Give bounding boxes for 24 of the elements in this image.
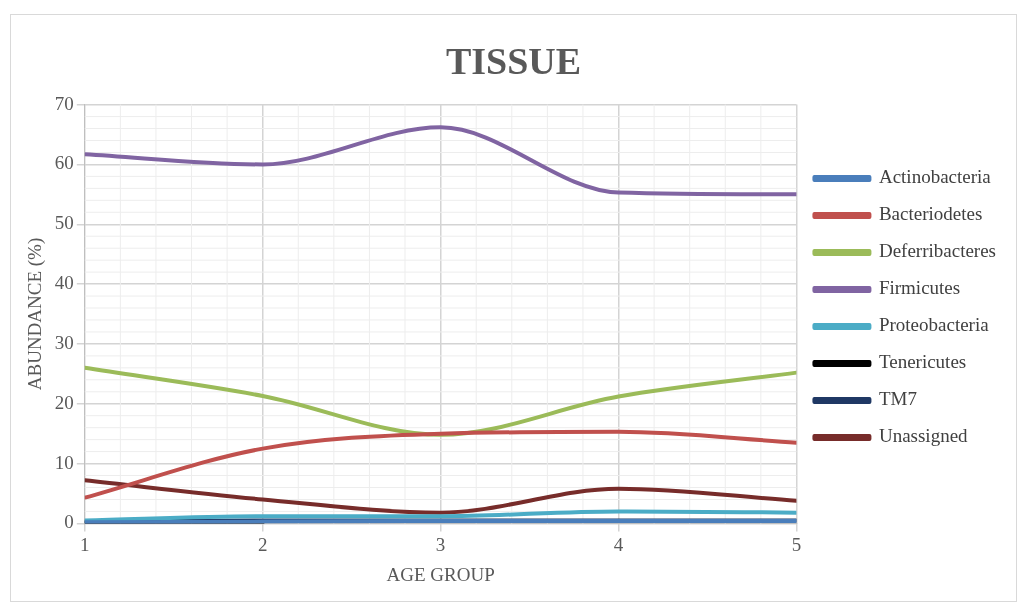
x-tick-label: 4 [613,533,624,555]
y-axis-title: ABUNDANCE (%) [24,237,47,391]
legend-label: Deferribacteres [878,240,997,262]
y-tick-label: 30 [54,331,74,353]
y-tick-label: 50 [54,212,74,234]
y-tick-label: 60 [54,152,74,174]
legend-label: TM7 [878,388,917,410]
y-tick-label: 70 [54,92,74,114]
legend-label: Unassigned [878,425,969,447]
legend-label: Firmicutes [878,277,961,299]
y-tick-label: 40 [54,272,74,294]
legend-label: Bacteriodetes [878,203,983,225]
x-tick-label: 3 [435,533,446,555]
x-tick-label: 2 [257,533,268,555]
legend-label: Proteobacteria [878,314,990,336]
chart-title: TISSUE [445,39,582,82]
x-tick-label: 5 [791,533,802,555]
x-axis-title: AGE GROUP [386,563,495,585]
y-tick-label: 0 [64,511,74,533]
y-tick-label: 20 [54,391,74,413]
x-tick-label: 1 [80,533,90,555]
legend-label: Actinobacteria [878,166,992,188]
legend-label: Tenericutes [878,351,967,373]
y-tick-label: 10 [54,451,74,473]
